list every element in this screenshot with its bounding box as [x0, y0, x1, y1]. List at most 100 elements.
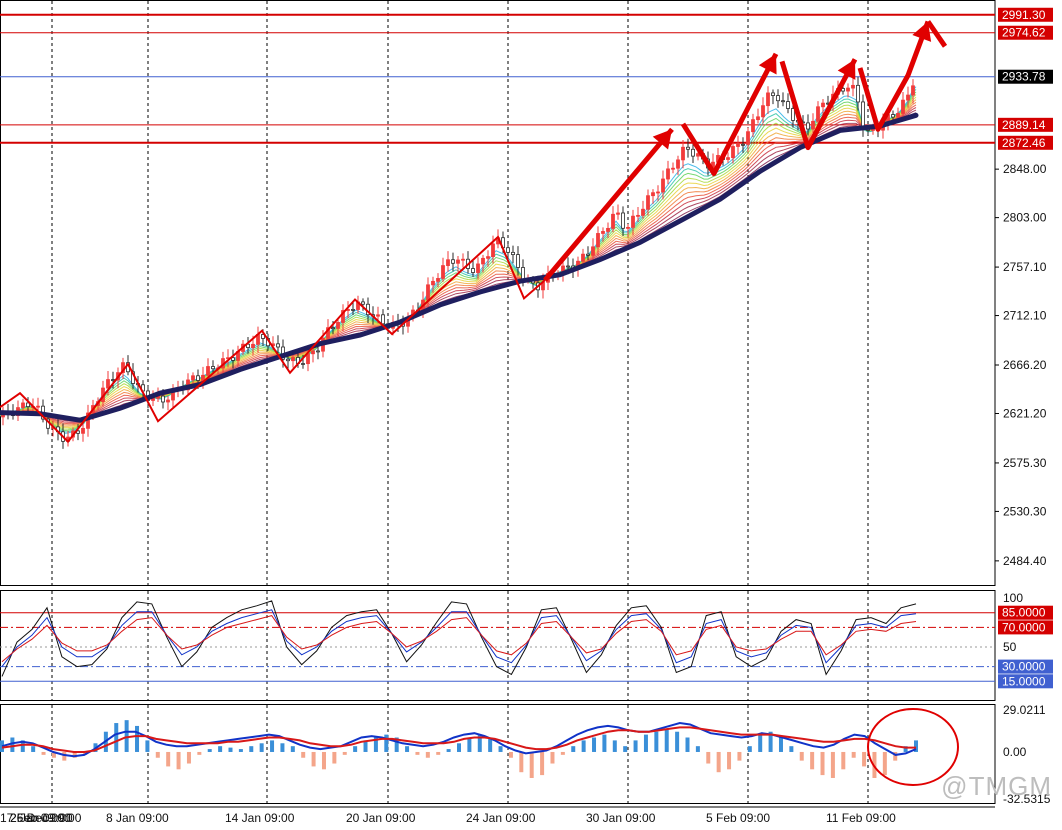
- candle-body: [476, 263, 480, 273]
- current-price-label: 2933.78: [1002, 70, 1046, 84]
- macd-pane[interactable]: 29.0211 0.00 -32.5315: [0, 703, 1051, 806]
- macd-histogram-bar: [415, 751, 420, 755]
- candle-body: [306, 353, 310, 365]
- x-tick-label: 17 Feb 09:00: [0, 811, 71, 825]
- candle-body: [731, 146, 735, 159]
- forecast-arrowhead: [912, 21, 932, 42]
- candle-body: [426, 284, 430, 301]
- x-tick-label: 20 Jan 09:00: [346, 811, 416, 825]
- macd-histogram-bar: [633, 740, 638, 752]
- macd-histogram-bar: [747, 746, 752, 752]
- candle-body: [686, 146, 690, 150]
- pane-frame: [0, 0, 996, 586]
- macd-histogram-bar: [155, 751, 160, 758]
- candle-body: [301, 363, 305, 365]
- x-tick-label: 26 Dec 09:00: [10, 811, 82, 825]
- candle-body: [201, 374, 205, 381]
- macd-histogram-bar: [623, 746, 628, 752]
- pane-frame: [0, 704, 996, 804]
- candle-body: [566, 265, 570, 268]
- candle-body: [651, 192, 655, 197]
- osc-tick-label: 100: [1003, 591, 1023, 605]
- macd-histogram-bar: [737, 751, 742, 761]
- candle-body: [436, 278, 440, 282]
- macd-histogram-bar: [789, 746, 794, 752]
- time-axis: 26 Dec 09:002 Jan 09:00 8 Jan 09:00 14 Jan…: [0, 806, 995, 825]
- macd-histogram-bar: [176, 751, 181, 770]
- macd-tick-label: 0.00: [1003, 745, 1027, 759]
- candle-body: [641, 208, 645, 216]
- forecast-arrowhead: [837, 59, 856, 80]
- macd-histogram-bar: [727, 751, 732, 770]
- macd-histogram-bar: [373, 737, 378, 752]
- candle-body: [751, 119, 755, 133]
- candle-body: [676, 159, 680, 169]
- candle-body: [766, 92, 770, 107]
- level-tag-label: 2872.46: [1002, 136, 1046, 150]
- candle-body: [806, 122, 810, 130]
- osc-level-label: 30.0000: [1002, 660, 1046, 674]
- candle-body: [626, 226, 630, 229]
- candle-body: [666, 168, 670, 180]
- macd-histogram-bar: [135, 725, 140, 752]
- macd-histogram-bar: [218, 746, 223, 752]
- level-tag-bg: [998, 25, 1053, 40]
- macd-tick-label: -32.5315: [1003, 792, 1051, 806]
- y-tick-label: 2848.00: [1003, 162, 1047, 176]
- forecast-arrow: [543, 127, 674, 282]
- candle-body: [781, 100, 785, 103]
- forecast-arrow: [925, 20, 948, 48]
- macd-histogram-bar: [810, 751, 815, 770]
- level-tag-bg: [998, 117, 1053, 132]
- osc-series-line: [1, 615, 917, 663]
- y-tick-label: 2575.30: [1003, 456, 1047, 470]
- macd-histogram-bar: [903, 746, 908, 752]
- candle-body: [656, 191, 660, 194]
- macd-histogram-bar: [758, 734, 763, 752]
- candle-body: [286, 358, 290, 362]
- macd-histogram-bar: [353, 746, 358, 752]
- osc-level-label: 70.0000: [1002, 620, 1046, 634]
- macd-histogram-bar: [72, 751, 77, 758]
- level-tag-label: 2974.62: [1002, 26, 1046, 40]
- level-tag-bg: [998, 7, 1053, 22]
- candle-body: [661, 178, 665, 193]
- candle-body: [106, 379, 110, 389]
- candle-body: [36, 405, 40, 408]
- zigzag-line: [0, 235, 546, 444]
- y-tick-label: 2621.20: [1003, 406, 1047, 420]
- candle-body: [631, 215, 635, 228]
- candle-body: [596, 233, 600, 248]
- highlight-circle: [867, 708, 959, 786]
- candle-body: [851, 84, 855, 89]
- price-pane[interactable]: 2484.40 2530.30 2575.30 2621.20 2666.20 2712.…: [0, 0, 1053, 804]
- candle-body: [736, 143, 740, 147]
- candle-body: [911, 85, 915, 96]
- level-tag-label: 2889.14: [1002, 118, 1046, 132]
- macd-histogram-bar: [882, 751, 887, 776]
- macd-histogram-bar: [270, 740, 275, 752]
- signal-line: [1, 726, 916, 753]
- macd-histogram-bar: [259, 743, 264, 752]
- macd-histogram-bar: [778, 737, 783, 752]
- candle-body: [361, 301, 365, 305]
- macd-histogram-bar: [664, 728, 669, 752]
- candle-body: [511, 251, 515, 256]
- candle-body: [516, 254, 520, 268]
- macd-histogram-bar: [841, 751, 846, 770]
- macd-histogram-bar: [716, 751, 721, 773]
- candle-body: [331, 327, 335, 330]
- macd-histogram-bar: [540, 751, 545, 776]
- candle-body: [621, 212, 625, 229]
- macd-histogram-bar: [342, 751, 347, 755]
- candle-body: [856, 84, 860, 103]
- candle-body: [81, 427, 85, 434]
- macd-histogram-bar: [10, 737, 15, 752]
- macd-histogram-bar: [311, 751, 316, 767]
- level-tag-label: 2991.30: [1002, 8, 1046, 22]
- macd-histogram-bar: [238, 749, 243, 752]
- macd-histogram-bar: [560, 751, 565, 755]
- macd-histogram-bar: [363, 740, 368, 752]
